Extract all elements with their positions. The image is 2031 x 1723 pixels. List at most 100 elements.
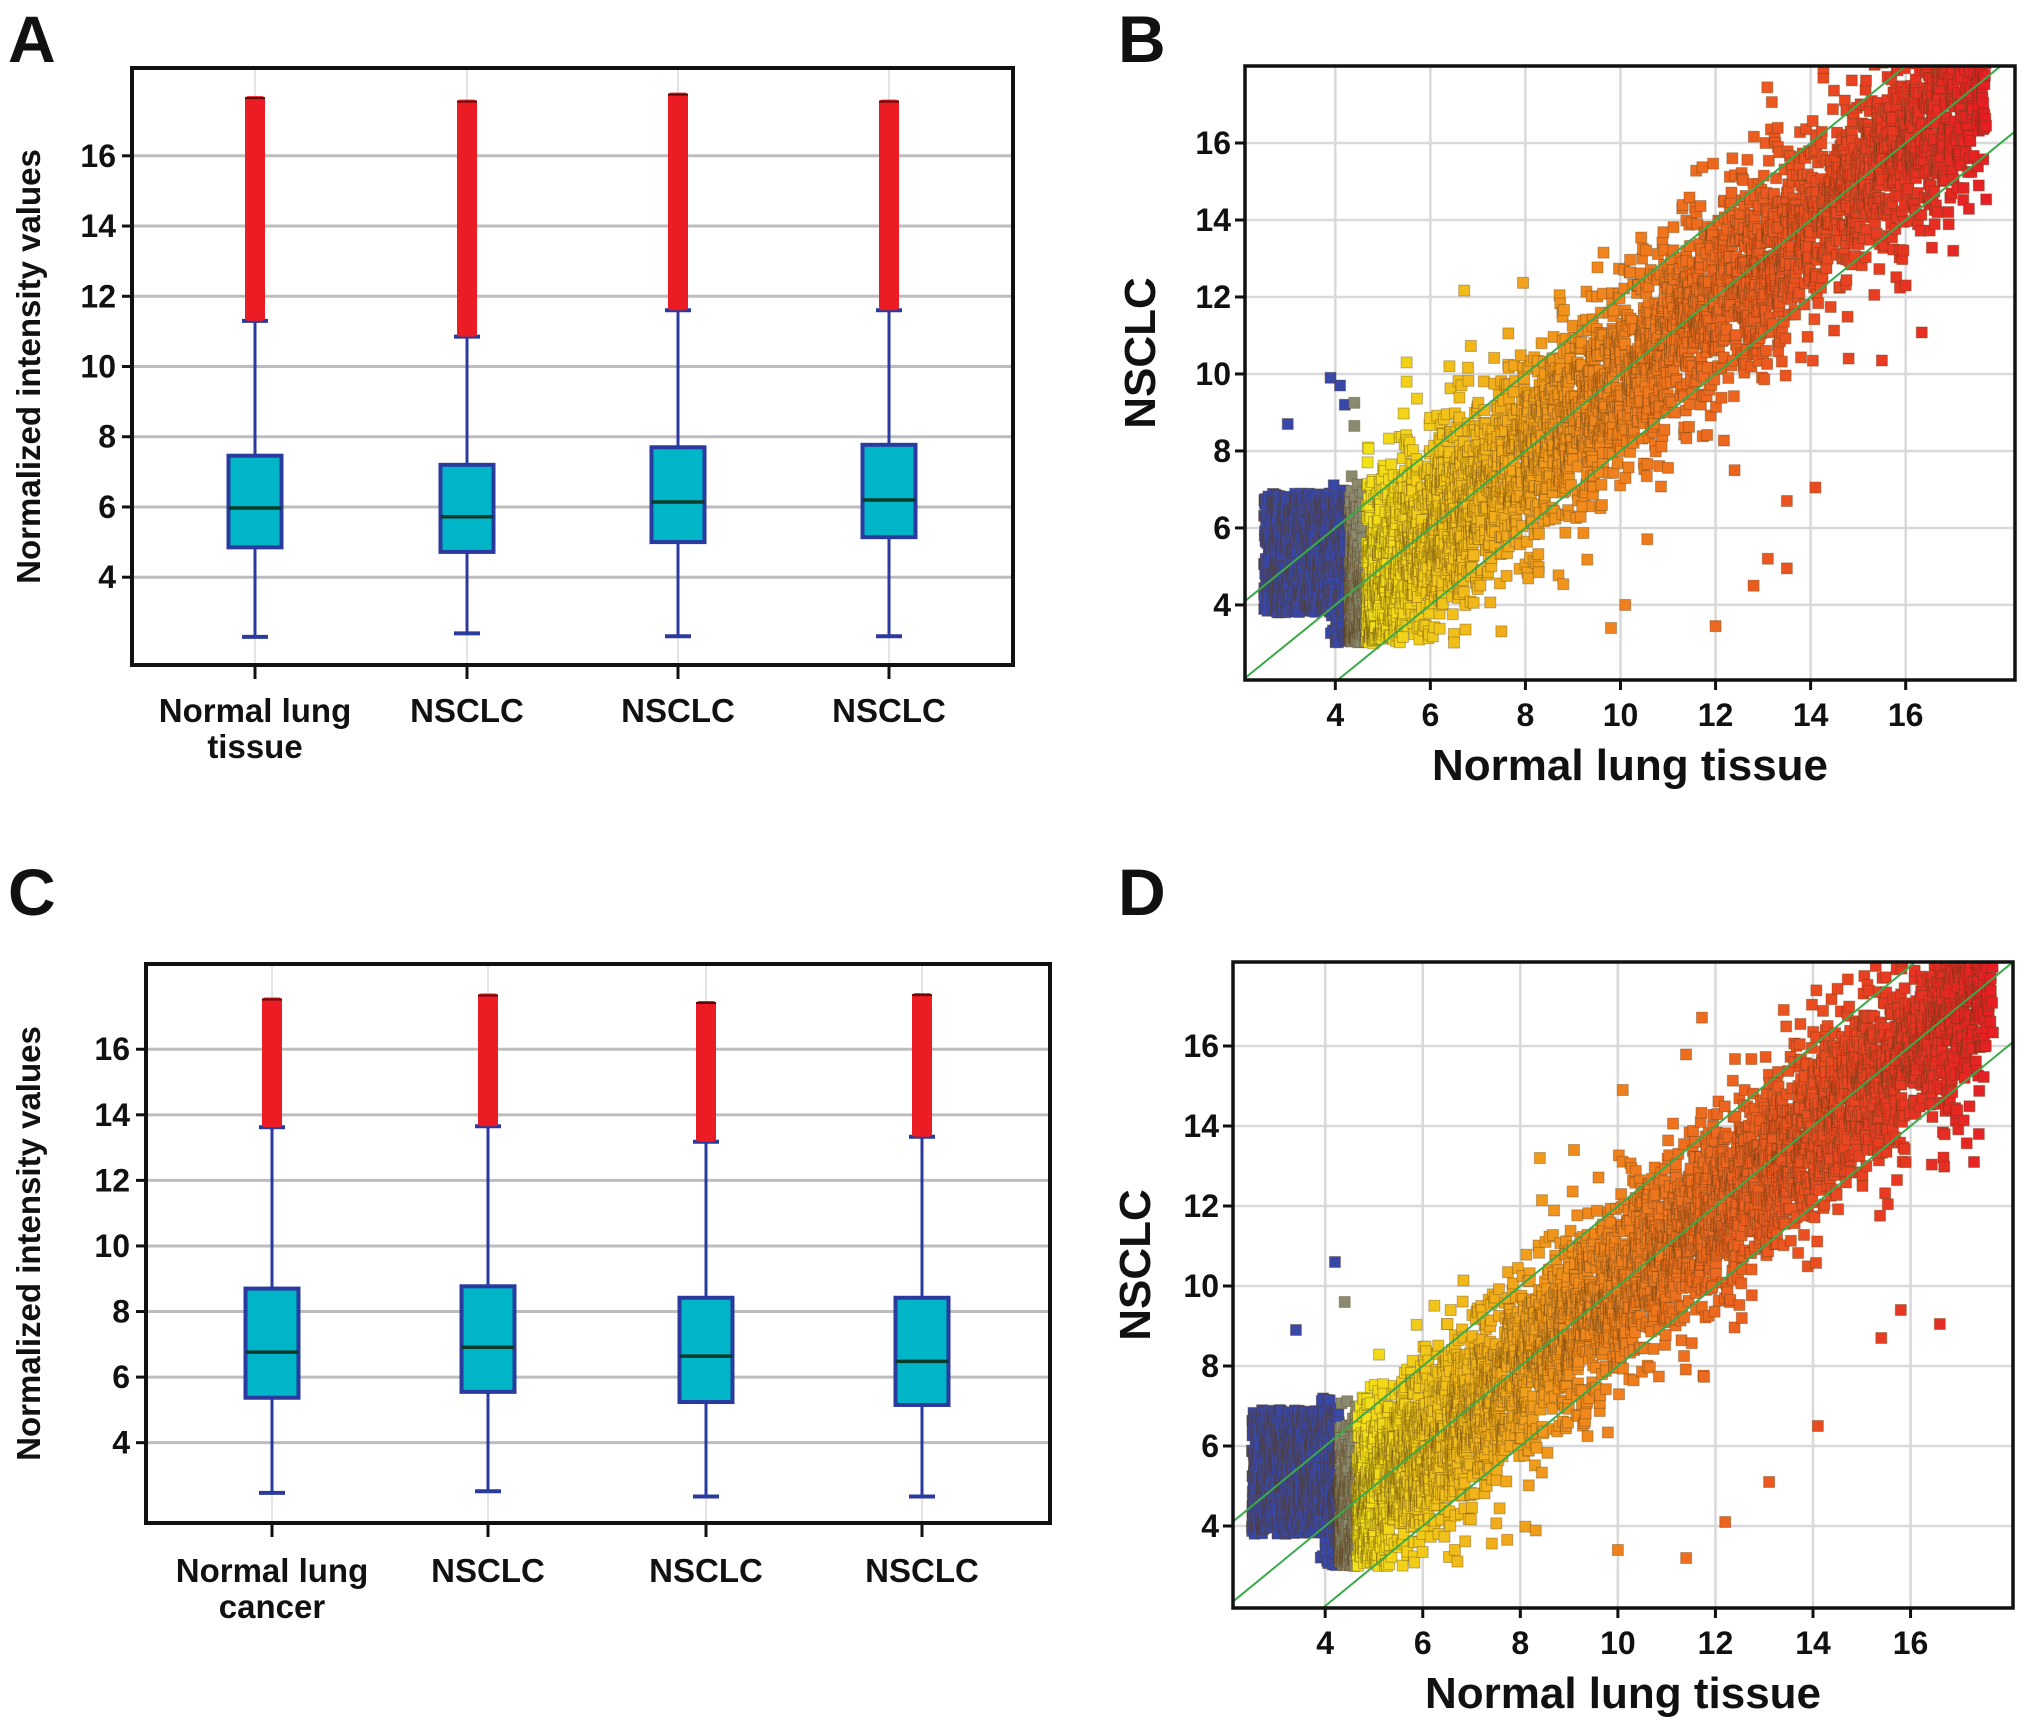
scatter-point: [1868, 288, 1881, 301]
outlier-column: [668, 92, 688, 311]
scatter-point: [1725, 186, 1738, 199]
scatter-point: [1908, 36, 1919, 47]
scatter-point: [1838, 94, 1851, 107]
panel-letter: B: [1118, 2, 1166, 76]
outlier-column: [457, 99, 477, 337]
scatter-point: [1591, 261, 1604, 274]
scatter-point: [1880, 54, 1891, 65]
scatter-point: [1640, 470, 1653, 483]
scatter-point: [1747, 579, 1760, 592]
scatter-point: [1566, 319, 1579, 332]
scatter-point: [1806, 114, 1819, 127]
scatter-point: [1899, 279, 1912, 292]
scatter-point: [1362, 442, 1375, 455]
scatter-point: [1446, 608, 1459, 621]
scatter-point: [1842, 352, 1855, 365]
scatter-point: [1827, 84, 1840, 97]
scatter-point: [1462, 374, 1475, 387]
scatter-point: [1722, 371, 1735, 384]
scatter-point: [1658, 423, 1671, 436]
scatter-point: [1514, 349, 1527, 362]
iqr-box: [649, 445, 707, 545]
x-tick-label: 12: [1698, 697, 1734, 733]
scatter-point: [1517, 276, 1530, 289]
scatter-point: [1761, 81, 1774, 94]
scatter-point: [1683, 191, 1696, 204]
scatter-point: [1581, 553, 1594, 566]
scatter-point: [1385, 458, 1398, 471]
scatter-point: [1595, 478, 1608, 491]
scatter-point: [1801, 330, 1814, 343]
scatter-point: [1696, 161, 1709, 174]
scatter-point: [1775, 355, 1788, 368]
scatter-point: [1397, 407, 1410, 420]
scatter-point: [1348, 419, 1361, 432]
scatter-point: [1576, 500, 1589, 513]
scatter-point: [1611, 457, 1624, 470]
scatter-point: [1641, 533, 1654, 546]
outlier-column: [879, 99, 899, 311]
scatter-point: [1747, 130, 1760, 143]
scatter-point: [1715, 391, 1728, 404]
scatter-point: [1507, 385, 1520, 398]
scatter-point: [1772, 345, 1785, 358]
scatter-point: [1860, 74, 1873, 87]
plot-frame: [130, 66, 1015, 667]
scatter-point: [1467, 549, 1480, 562]
scatter-point: [1443, 360, 1456, 373]
scatter-point: [1727, 390, 1740, 403]
x-tick-label: 16: [1888, 697, 1924, 733]
scatter-point: [1832, 47, 1843, 58]
scatter-point: [1795, 351, 1808, 364]
category-label: tissue: [207, 728, 302, 765]
y-tick-label: 16: [1195, 125, 1231, 161]
category-label: NSCLC: [621, 692, 735, 729]
scatter-point: [1815, 137, 1828, 150]
scatter-point: [1622, 461, 1635, 474]
scatter-point: [1726, 152, 1739, 165]
y-tick-label: 12: [1195, 279, 1231, 315]
scatter-point: [1500, 569, 1513, 582]
scatter-point: [1701, 428, 1714, 441]
scatter-point: [1662, 461, 1675, 474]
scatter-point: [1759, 344, 1772, 357]
y-axis-title: Normalized intensity values: [10, 149, 47, 584]
scatter-point: [1532, 548, 1545, 561]
scatter-point: [1897, 244, 1910, 257]
scatter-point: [1488, 351, 1501, 364]
scatter-point: [1459, 623, 1472, 636]
scatter-point: [1806, 354, 1819, 367]
scatter-point: [1757, 169, 1770, 182]
scatter-point: [1361, 456, 1374, 469]
y-tick-label: 10: [1195, 356, 1231, 392]
y-tick-label: 4: [98, 559, 116, 595]
scatter-point: [1812, 297, 1825, 310]
scatter-point: [1765, 96, 1778, 109]
scatter-point: [1771, 121, 1784, 134]
scatter-points: [1258, 35, 1993, 650]
scatter-point: [1902, 35, 1913, 46]
scatter-point: [1779, 332, 1792, 345]
iqr-box: [438, 462, 496, 554]
scatter-point: [1730, 329, 1743, 342]
scatter-point: [1597, 246, 1610, 259]
scatter-point: [1334, 379, 1347, 392]
scatter-point: [1448, 636, 1461, 649]
iqr-box: [226, 453, 284, 550]
scatter-point: [1400, 375, 1413, 388]
scatter-point: [1624, 266, 1637, 279]
category-label: NSCLC: [410, 692, 524, 729]
y-tick-label: 4: [1213, 587, 1231, 623]
scatter-point: [1809, 481, 1822, 494]
x-tick-label: 8: [1517, 697, 1535, 733]
outlier-column: [245, 96, 265, 321]
scatter-point: [1532, 527, 1545, 540]
y-tick-label: 12: [80, 278, 116, 314]
scatter-point: [1701, 361, 1714, 374]
scatter-point: [1680, 432, 1693, 445]
scatter-point: [1535, 337, 1548, 350]
scatter-point: [1522, 572, 1535, 585]
scatter-point: [1694, 200, 1707, 213]
scatter-point: [1574, 510, 1587, 523]
